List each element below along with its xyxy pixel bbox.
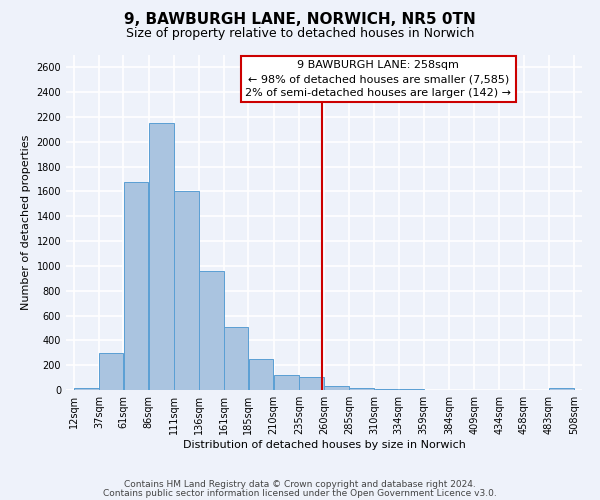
Text: Size of property relative to detached houses in Norwich: Size of property relative to detached ho…: [126, 28, 474, 40]
Bar: [124, 182, 148, 390]
Bar: [224, 326, 248, 390]
Bar: [374, 389, 398, 390]
Bar: [349, 388, 374, 390]
Bar: [100, 353, 123, 390]
Bar: [274, 375, 299, 390]
Bar: [324, 386, 349, 390]
Bar: [199, 271, 224, 390]
Bar: [248, 359, 274, 390]
Bar: [549, 388, 574, 390]
Text: Contains HM Land Registry data © Crown copyright and database right 2024.: Contains HM Land Registry data © Crown c…: [124, 480, 476, 489]
Text: 9 BAWBURGH LANE: 258sqm
← 98% of detached houses are smaller (7,585)
2% of semi-: 9 BAWBURGH LANE: 258sqm ← 98% of detache…: [245, 60, 511, 98]
Bar: [149, 123, 173, 390]
Bar: [174, 192, 199, 390]
Bar: [74, 388, 99, 390]
X-axis label: Distribution of detached houses by size in Norwich: Distribution of detached houses by size …: [182, 440, 466, 450]
Text: Contains public sector information licensed under the Open Government Licence v3: Contains public sector information licen…: [103, 488, 497, 498]
Y-axis label: Number of detached properties: Number of detached properties: [21, 135, 31, 310]
Bar: [299, 377, 324, 390]
Text: 9, BAWBURGH LANE, NORWICH, NR5 0TN: 9, BAWBURGH LANE, NORWICH, NR5 0TN: [124, 12, 476, 28]
